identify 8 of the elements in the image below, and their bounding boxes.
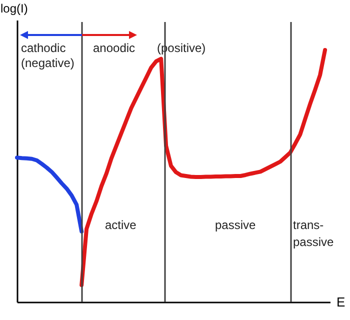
x-axis-title: E bbox=[336, 294, 346, 310]
annotation: (negative) bbox=[21, 56, 74, 70]
annotation: cathodic bbox=[21, 41, 66, 55]
annotation: anoodic bbox=[93, 41, 136, 55]
annotation: passive bbox=[215, 218, 256, 232]
annotation: active bbox=[105, 218, 137, 232]
y-axis-title: log(I) bbox=[0, 2, 28, 16]
annotation: trans-passive bbox=[293, 218, 334, 249]
